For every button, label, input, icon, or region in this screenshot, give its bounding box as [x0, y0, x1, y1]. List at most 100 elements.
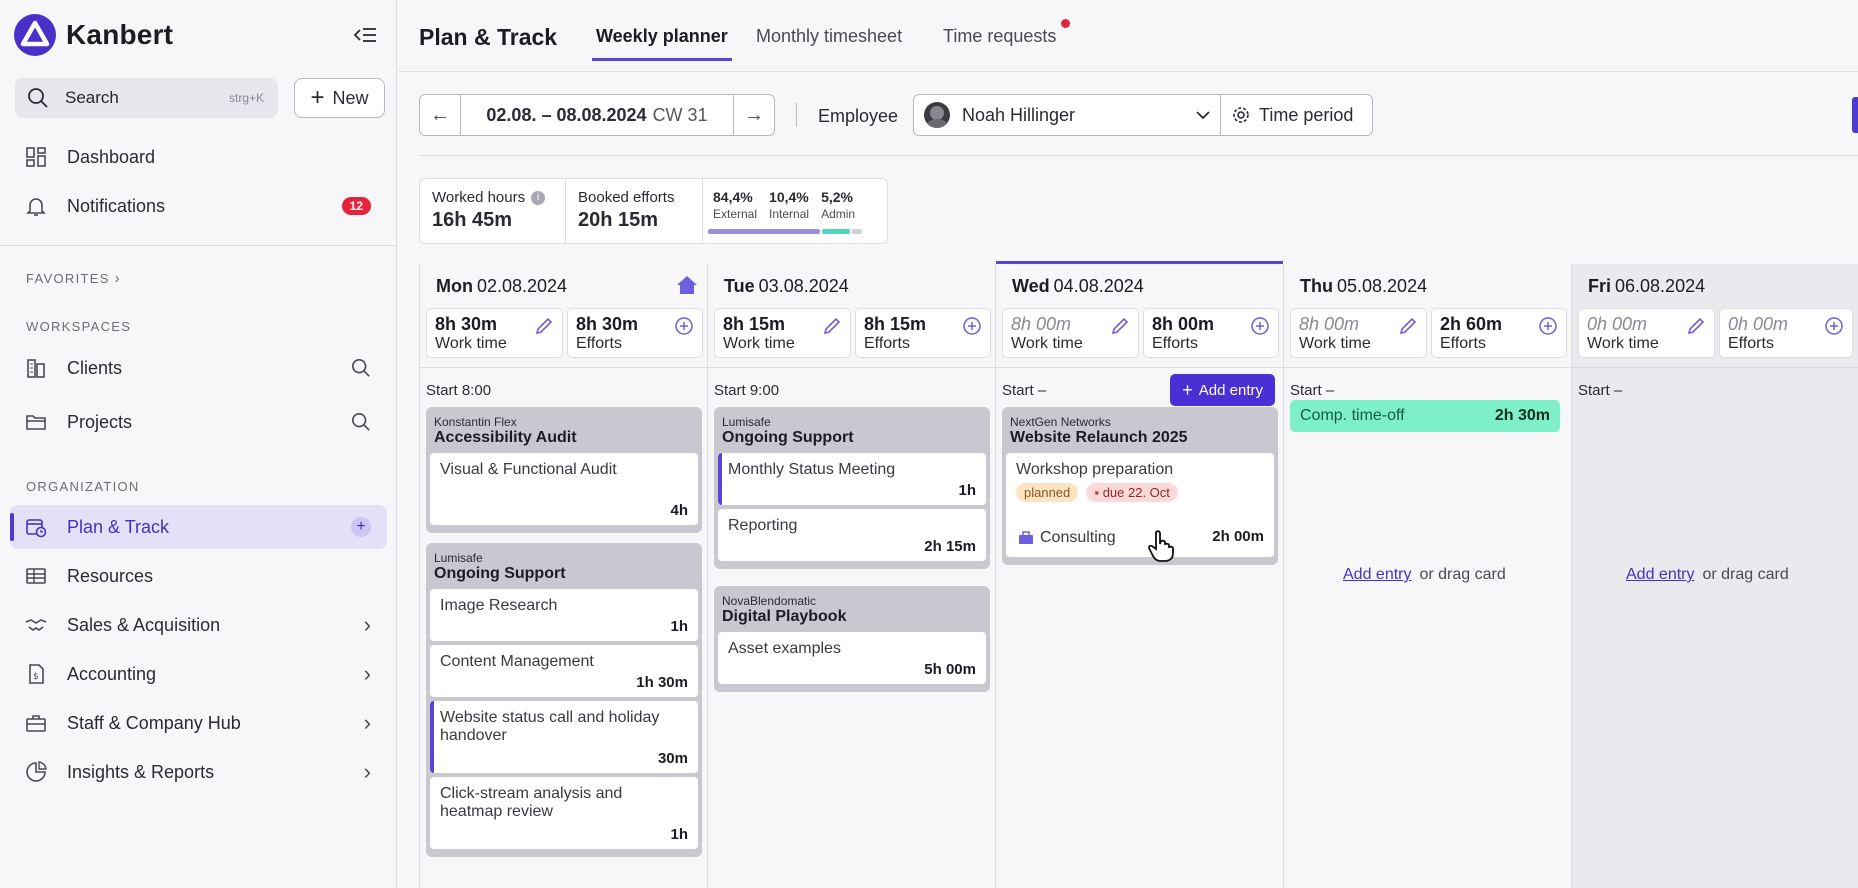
pencil-icon[interactable] — [822, 316, 842, 336]
task-duration: 4h — [670, 502, 688, 519]
organization-label: ORGANIZATION — [26, 479, 140, 494]
sidebar-item-dashboard[interactable]: Dashboard — [10, 135, 387, 179]
project-group[interactable]: Konstantin Flex Accessibility Audit Visu… — [426, 407, 702, 533]
task-title: Content Management — [440, 653, 594, 670]
time-off-card[interactable]: Comp. time-off 2h 30m — [1290, 400, 1560, 432]
task-card[interactable]: Visual & Functional Audit 4h — [430, 453, 698, 525]
pencil-icon[interactable] — [1110, 316, 1130, 336]
task-title: Click-stream analysis and heatmap review — [440, 785, 623, 820]
task-card[interactable]: Asset examples 5h 00m — [718, 632, 986, 684]
task-duration: 1h — [958, 482, 976, 499]
task-card[interactable]: Website status call and holiday handover… — [430, 701, 698, 773]
employee-select[interactable]: Noah Hillinger — [913, 94, 1221, 136]
add-plan-icon[interactable]: + — [351, 517, 371, 537]
project-group[interactable]: Lumisafe Ongoing Support Image Research 1… — [426, 543, 702, 857]
previous-week-arrow-icon[interactable]: ← — [430, 103, 450, 126]
divider — [1284, 367, 1571, 368]
search-clients-icon[interactable] — [351, 358, 371, 378]
home-icon — [677, 276, 697, 294]
sidebar-item-sales[interactable]: Sales & Acquisition › — [10, 603, 387, 647]
task-card[interactable]: Image Research 1h — [430, 589, 698, 641]
time-period-button[interactable]: Time period — [1220, 94, 1373, 136]
chevron-down-icon — [1196, 107, 1210, 124]
new-button-label: New — [332, 87, 369, 108]
info-icon[interactable]: i — [531, 190, 546, 205]
add-entry-link[interactable]: Add entry — [1626, 566, 1695, 583]
brand[interactable]: Kanbert — [14, 14, 173, 56]
efforts-card: 0h 00m Efforts — [1719, 308, 1853, 358]
sidebar-item-insights[interactable]: Insights & Reports › — [10, 750, 387, 794]
client-name: Lumisafe — [434, 551, 483, 565]
efforts-card: 8h 30m Efforts — [567, 308, 703, 358]
search-projects-icon[interactable] — [351, 412, 371, 432]
brand-name: Kanbert — [66, 19, 174, 50]
task-duration: 30m — [657, 750, 688, 767]
new-button[interactable]: + New — [294, 78, 385, 118]
search-label: Search — [65, 88, 119, 107]
add-circle-icon[interactable] — [1824, 316, 1844, 336]
day-column-fri: Fri 06.08.2024 0h 00m Work time 0h 00m Ef… — [1571, 264, 1858, 888]
efforts-value: 8h 00m — [1152, 314, 1215, 334]
next-week-arrow-icon[interactable]: → — [744, 103, 764, 126]
sidebar-item-clients[interactable]: Clients — [10, 346, 387, 390]
project-name: Ongoing Support — [722, 429, 854, 446]
pencil-icon[interactable] — [1398, 316, 1418, 336]
day-date: 03.08.2024 — [758, 276, 849, 296]
search-input[interactable]: Search strg+K — [15, 78, 278, 118]
start-time: Start 8:00 — [426, 382, 492, 399]
client-name: Lumisafe — [722, 415, 771, 429]
sidebar-item-label: Plan & Track — [67, 516, 170, 537]
chevron-right-icon: › — [363, 759, 371, 784]
pencil-icon[interactable] — [534, 316, 554, 336]
edge-button[interactable] — [1852, 97, 1858, 133]
work-time-card: 8h 00m Work time — [1002, 308, 1139, 358]
task-card[interactable]: Reporting 2h 15m — [718, 509, 986, 561]
sidebar-item-staff[interactable]: Staff & Company Hub › — [10, 701, 387, 745]
work-time-label: Work time — [723, 335, 795, 352]
efforts-label: Efforts — [864, 335, 910, 352]
day-name: Tue — [724, 276, 755, 296]
project-group[interactable]: Lumisafe Ongoing Support Monthly Status … — [714, 407, 990, 569]
gear-icon — [1233, 107, 1249, 123]
drag-hint-text: or drag card — [1419, 566, 1506, 583]
work-time-label: Work time — [435, 335, 507, 352]
project-group[interactable]: NextGen Networks Website Relaunch 2025 W… — [1002, 407, 1278, 565]
add-circle-icon[interactable] — [1250, 316, 1270, 336]
sidebar-item-notifications[interactable]: Notifications 12 — [10, 184, 387, 228]
sidebar-item-resources[interactable]: Resources — [10, 554, 387, 598]
add-circle-icon[interactable] — [674, 316, 694, 336]
start-time: Start 9:00 — [714, 382, 780, 399]
tab-time-requests[interactable]: Time requests — [943, 26, 1057, 46]
task-card[interactable]: Workshop preparation planned ▪ due 22. O… — [1006, 453, 1274, 557]
effort-split-bar — [708, 229, 862, 234]
client-name: Konstantin Flex — [434, 415, 517, 429]
task-card[interactable]: Monthly Status Meeting 1h — [718, 453, 986, 505]
day-header: Wed 04.08.2024 — [996, 264, 1283, 304]
sidebar-item-projects[interactable]: Projects — [10, 400, 387, 444]
tab-weekly-planner[interactable]: Weekly planner — [592, 26, 732, 61]
add-circle-icon[interactable] — [962, 316, 982, 336]
worked-hours-value: 16h 45m — [432, 209, 513, 231]
week-range[interactable]: 02.08. – 08.08.2024 CW 31 — [460, 95, 734, 135]
collapse-sidebar-icon[interactable] — [352, 24, 378, 46]
employee-label: Employee — [818, 106, 899, 126]
sidebar-item-plan-track[interactable]: Plan & Track + — [10, 505, 387, 549]
pencil-icon[interactable] — [1686, 316, 1706, 336]
status-badge: planned — [1016, 483, 1079, 502]
project-group[interactable]: NovaBlendomatic Digital Playbook Asset e… — [714, 586, 990, 692]
add-entry-link[interactable]: Add entry — [1343, 566, 1412, 583]
week-range-dates: 02.08. – 08.08.2024 — [486, 104, 647, 125]
favorites-section[interactable]: FAVORITES › — [26, 270, 121, 287]
task-card[interactable]: Content Management 1h 30m — [430, 645, 698, 697]
stats-summary: Worked hours i 16h 45m Booked efforts 20h… — [419, 178, 888, 244]
sidebar-item-accounting[interactable]: $ Accounting › — [10, 652, 387, 696]
add-circle-icon[interactable] — [1538, 316, 1558, 336]
add-entry-button[interactable]: + Add entry — [1170, 374, 1275, 406]
effort-split: 84,4% External 10,4% Internal 5,2% Admin — [703, 179, 865, 243]
sidebar-item-label: Accounting — [67, 663, 157, 684]
invoice-icon: $ — [24, 662, 48, 686]
task-card[interactable]: Click-stream analysis and heatmap review… — [430, 777, 698, 849]
efforts-label: Efforts — [1152, 335, 1198, 352]
employee-name: Noah Hillinger — [962, 104, 1076, 125]
tab-monthly-timesheet[interactable]: Monthly timesheet — [756, 26, 903, 46]
